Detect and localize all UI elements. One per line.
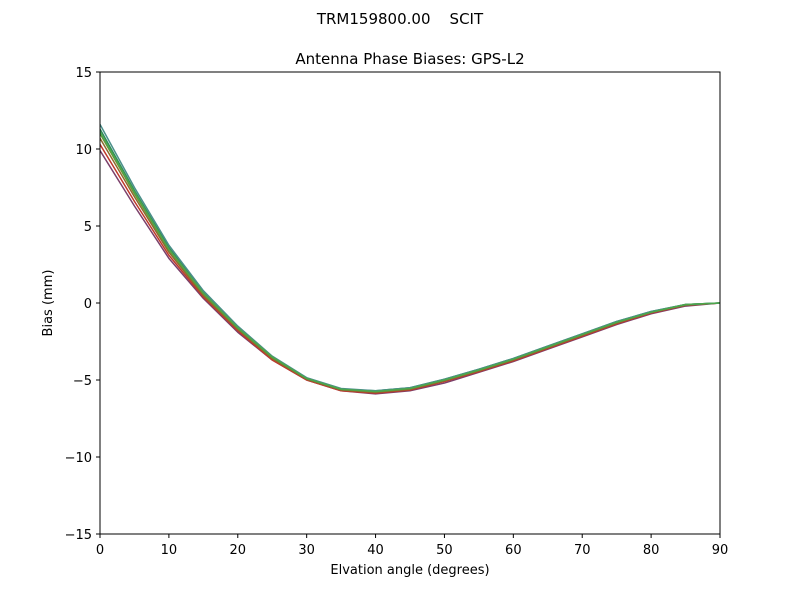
x-tick-label: 20 — [230, 543, 247, 558]
y-tick-label: −10 — [65, 451, 92, 466]
y-tick-label: −15 — [65, 528, 92, 543]
y-tick-label: 5 — [84, 220, 92, 235]
x-tick-label: 90 — [712, 543, 729, 558]
series-line-6 — [100, 124, 720, 392]
x-axis-ticks: 0 10 20 30 40 50 60 70 80 90 — [96, 534, 728, 558]
series-line-7 — [100, 131, 720, 393]
x-tick-label: 60 — [505, 543, 522, 558]
plot-lines-group — [100, 124, 720, 395]
x-tick-label: 30 — [298, 543, 315, 558]
series-line-1 — [100, 150, 720, 395]
y-axis-ticks: −15 −10 −5 0 5 10 15 — [65, 66, 100, 543]
series-line-4 — [100, 133, 720, 393]
y-axis-label: Bias (mm) — [41, 270, 56, 337]
x-tick-label: 40 — [367, 543, 384, 558]
x-tick-label: 0 — [96, 543, 104, 558]
x-tick-label: 70 — [574, 543, 591, 558]
chart-title: Antenna Phase Biases: GPS-L2 — [295, 50, 524, 68]
y-tick-label: 10 — [75, 143, 92, 158]
figure-suptitle: TRM159800.00 SCIT — [316, 10, 484, 28]
series-line-3 — [100, 137, 720, 394]
y-tick-label: 15 — [75, 66, 92, 81]
y-tick-label: −5 — [73, 374, 92, 389]
series-line-5 — [100, 128, 720, 392]
x-tick-label: 80 — [643, 543, 660, 558]
x-axis-label: Elvation angle (degrees) — [330, 563, 489, 578]
x-tick-label: 50 — [436, 543, 453, 558]
x-tick-label: 10 — [161, 543, 178, 558]
y-tick-label: 0 — [84, 297, 92, 312]
series-line-2 — [100, 143, 720, 394]
plot-area-frame — [99, 71, 721, 535]
